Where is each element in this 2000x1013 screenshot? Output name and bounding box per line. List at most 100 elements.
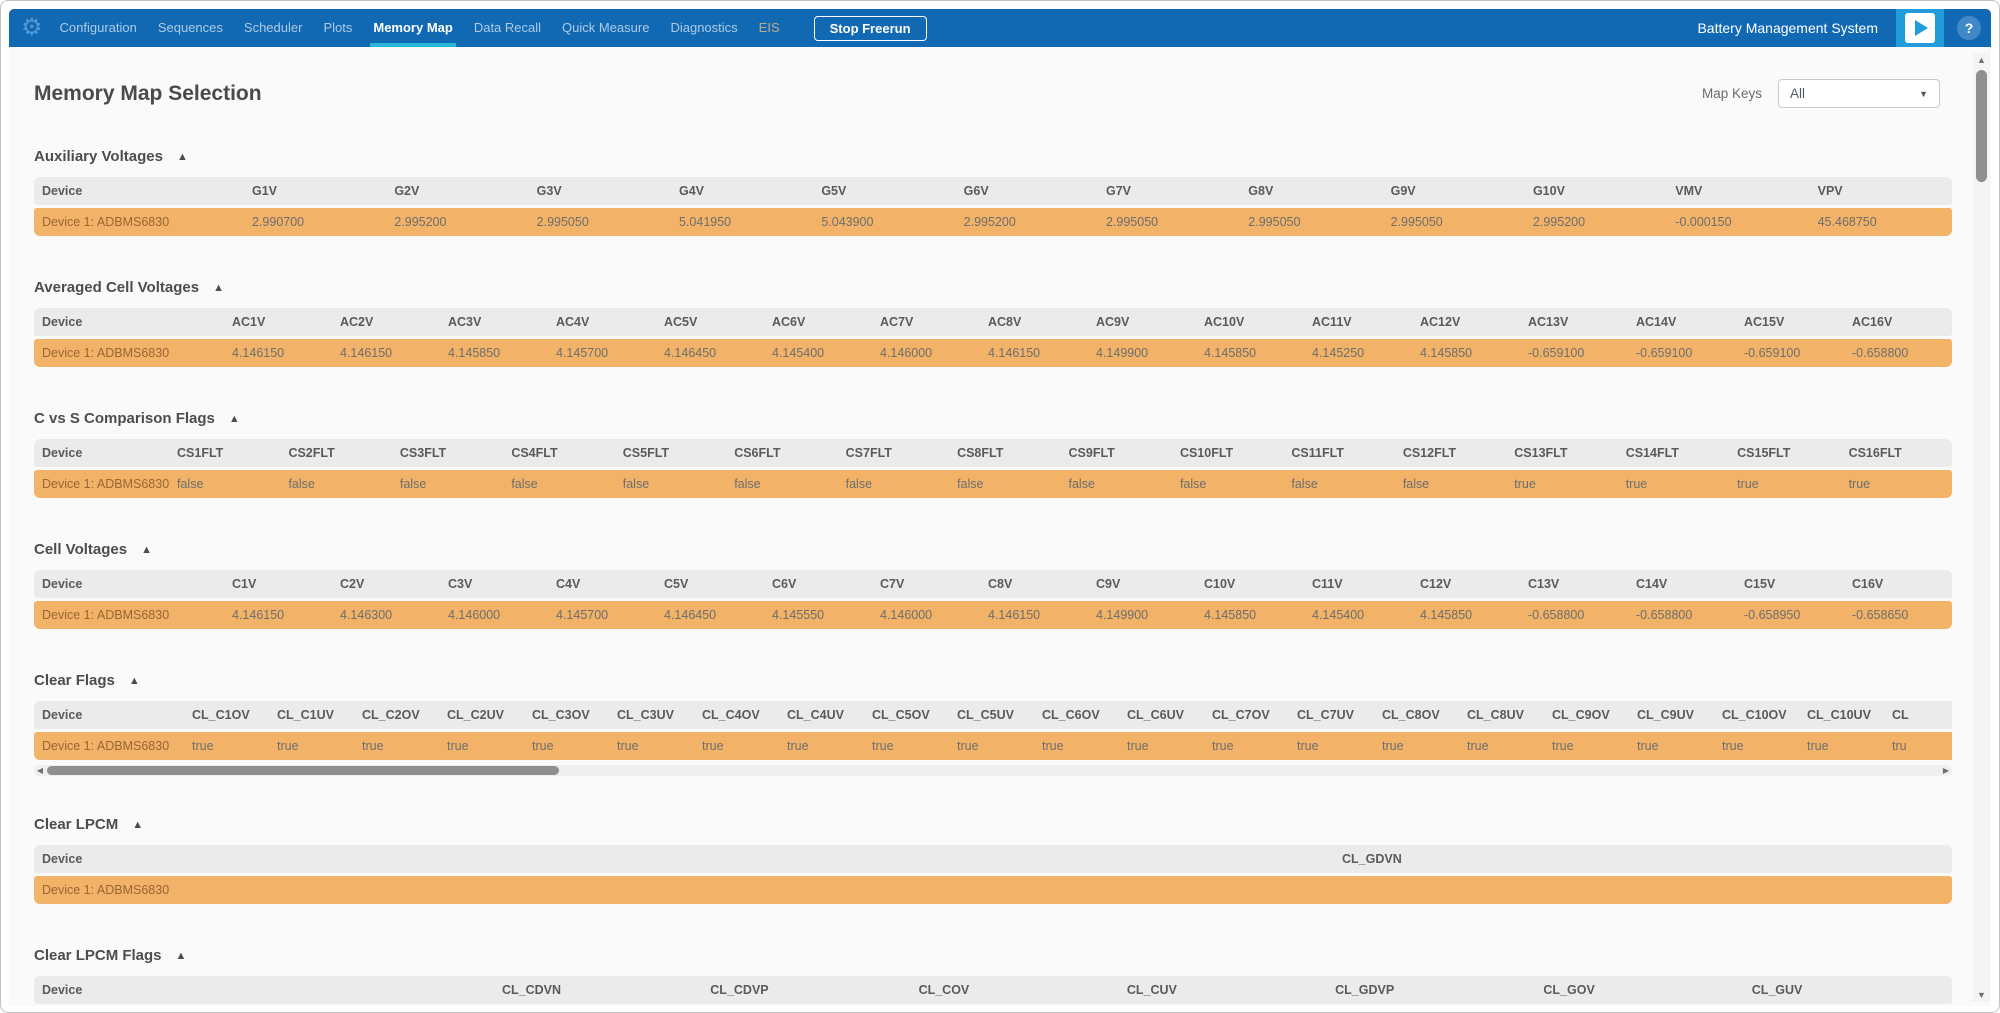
- table-cell[interactable]: 4.146150: [332, 339, 440, 367]
- table-cell[interactable]: 4.146450: [656, 601, 764, 629]
- stop-freerun-button[interactable]: Stop Freerun: [813, 15, 927, 41]
- table-cell[interactable]: 4.146000: [440, 601, 548, 629]
- table-cell[interactable]: 4.146000: [872, 339, 980, 367]
- collapse-arrow-icon[interactable]: ▲: [213, 281, 224, 294]
- table-cell[interactable]: true: [949, 732, 1034, 760]
- table-cell[interactable]: 4.145250: [1304, 339, 1412, 367]
- table-cell[interactable]: 2.990700: [244, 208, 387, 236]
- table-cell[interactable]: true: [779, 732, 864, 760]
- table-cell[interactable]: true: [184, 732, 269, 760]
- table-cell[interactable]: 4.145400: [764, 339, 872, 367]
- table-cell[interactable]: 45.468750: [1809, 208, 1952, 236]
- device-cell[interactable]: Device 1: ADBMS6830: [34, 208, 244, 236]
- table-row[interactable]: Device 1: ADBMS6830 true true true true true t…: [34, 732, 1952, 760]
- table-cell[interactable]: true: [1840, 470, 1952, 498]
- table-cell[interactable]: true: [1544, 732, 1629, 760]
- table-row[interactable]: Device 1: ADBMS6830: [34, 876, 1952, 904]
- table-row[interactable]: Device 1: ADBMS6830 4.146150 4.146300 4.146…: [34, 601, 1952, 629]
- collapse-arrow-icon[interactable]: ▲: [141, 543, 152, 556]
- table-cell[interactable]: true: [1629, 732, 1714, 760]
- table-cell[interactable]: false: [726, 470, 838, 498]
- table-cell[interactable]: true: [1729, 470, 1841, 498]
- nav-item-quick-measure[interactable]: Quick Measure: [562, 20, 650, 35]
- table-cell[interactable]: 4.149900: [1088, 339, 1196, 367]
- table-cell[interactable]: true: [1459, 732, 1544, 760]
- table-cell[interactable]: 5.043900: [813, 208, 956, 236]
- table-cell[interactable]: 2.995200: [1524, 208, 1668, 236]
- device-cell[interactable]: Device 1: ADBMS6830: [34, 732, 184, 760]
- table-cell[interactable]: -0.658800: [1844, 339, 1952, 367]
- table-cell[interactable]: 4.145850: [1196, 339, 1304, 367]
- device-cell[interactable]: Device 1: ADBMS6830: [34, 339, 224, 367]
- table-cell[interactable]: true: [1374, 732, 1459, 760]
- collapse-arrow-icon[interactable]: ▲: [175, 949, 187, 962]
- table-cell[interactable]: true: [354, 732, 439, 760]
- table-cell[interactable]: true: [1506, 470, 1618, 498]
- table-cell[interactable]: false: [837, 470, 950, 498]
- table-cell[interactable]: [1334, 876, 1952, 904]
- table-cell[interactable]: 2.995200: [386, 208, 529, 236]
- device-cell[interactable]: Device 1: ADBMS6830: [34, 470, 169, 498]
- table-row[interactable]: Device 1: ADBMS6830 false false false false f…: [34, 470, 1952, 498]
- nav-item-scheduler[interactable]: Scheduler: [243, 20, 303, 35]
- table-cell[interactable]: 4.146150: [980, 339, 1088, 367]
- collapse-arrow-icon[interactable]: ▲: [228, 412, 240, 425]
- table-cell[interactable]: -0.659100: [1628, 339, 1736, 367]
- table-cell[interactable]: 4.145700: [548, 601, 656, 629]
- table-cell[interactable]: false: [169, 470, 281, 498]
- table-cell[interactable]: -0.000150: [1667, 208, 1810, 236]
- table-cell[interactable]: false: [1171, 470, 1284, 498]
- horizontal-scroll-thumb[interactable]: [47, 766, 559, 775]
- table-cell[interactable]: true: [1204, 732, 1289, 760]
- table-cell[interactable]: 4.145550: [764, 601, 872, 629]
- collapse-arrow-icon[interactable]: ▲: [176, 150, 188, 163]
- table-cell[interactable]: 4.149900: [1088, 601, 1196, 629]
- table-cell[interactable]: 4.146000: [872, 601, 980, 629]
- table-cell[interactable]: 4.146450: [656, 339, 764, 367]
- table-cell[interactable]: false: [1060, 470, 1172, 498]
- table-cell[interactable]: true: [439, 732, 524, 760]
- table-cell[interactable]: false: [503, 470, 615, 498]
- device-cell[interactable]: Device 1: ADBMS6830: [34, 601, 224, 629]
- table-cell[interactable]: 2.995200: [955, 208, 1098, 236]
- table-cell[interactable]: 5.041950: [670, 208, 814, 236]
- scroll-up-button[interactable]: ▲: [1977, 55, 1986, 65]
- scroll-right-button[interactable]: ▶: [1942, 766, 1950, 775]
- table-cell[interactable]: true: [1289, 732, 1374, 760]
- table-cell[interactable]: 2.995050: [1382, 208, 1525, 236]
- vertical-scrollbar[interactable]: ▲ ▼: [1973, 53, 1990, 1002]
- table-cell[interactable]: tru: [1884, 732, 1952, 760]
- table-cell[interactable]: 2.995050: [1097, 208, 1241, 236]
- table-cell[interactable]: true: [864, 732, 949, 760]
- table-cell[interactable]: 4.146150: [980, 601, 1088, 629]
- table-cell[interactable]: false: [614, 470, 727, 498]
- run-button[interactable]: [1896, 9, 1944, 47]
- table-cell[interactable]: -0.658950: [1736, 601, 1844, 629]
- table-cell[interactable]: true: [1617, 470, 1730, 498]
- map-keys-select[interactable]: All ▼: [1778, 79, 1940, 108]
- vertical-scroll-thumb[interactable]: [1976, 70, 1987, 182]
- table-row[interactable]: Device 1: ADBMS6830 2.990700 2.995200 2.995…: [34, 208, 1952, 236]
- table-cell[interactable]: true: [524, 732, 609, 760]
- table-cell[interactable]: -0.658650: [1844, 601, 1952, 629]
- table-cell[interactable]: -0.658800: [1628, 601, 1736, 629]
- gear-icon[interactable]: ⚙: [21, 14, 43, 41]
- nav-item-configuration[interactable]: Configuration: [59, 20, 137, 35]
- device-cell[interactable]: Device 1: ADBMS6830: [34, 876, 1334, 904]
- scroll-left-button[interactable]: ◀: [36, 766, 44, 775]
- table-cell[interactable]: -0.659100: [1736, 339, 1844, 367]
- table-cell[interactable]: 4.146150: [224, 601, 332, 629]
- table-cell[interactable]: false: [949, 470, 1061, 498]
- table-cell[interactable]: true: [609, 732, 694, 760]
- table-cell[interactable]: 2.995050: [528, 208, 671, 236]
- nav-item-memory-map[interactable]: Memory Map: [370, 9, 457, 47]
- table-cell[interactable]: 4.145850: [1412, 339, 1520, 367]
- nav-item-eis[interactable]: EIS: [758, 20, 780, 35]
- table-cell[interactable]: -0.659100: [1520, 339, 1628, 367]
- table-cell[interactable]: 4.145850: [1196, 601, 1304, 629]
- table-cell[interactable]: 4.145700: [548, 339, 656, 367]
- table-cell[interactable]: true: [1799, 732, 1884, 760]
- table-cell[interactable]: -0.658800: [1520, 601, 1628, 629]
- table-cell[interactable]: 4.145400: [1304, 601, 1412, 629]
- table-cell[interactable]: true: [269, 732, 354, 760]
